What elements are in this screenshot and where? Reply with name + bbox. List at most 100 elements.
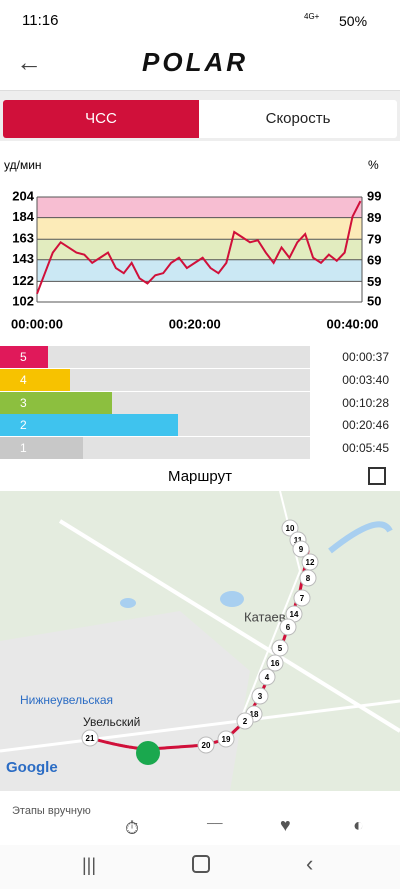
route-marker xyxy=(251,687,269,705)
y-tick-label: 143 xyxy=(12,251,34,266)
zone-row: 4 00:03:40 xyxy=(0,368,400,391)
tab[interactable]: ЧСС xyxy=(3,100,199,138)
home-button[interactable] xyxy=(192,855,210,873)
x-tick-label: 00:40:00 xyxy=(327,316,379,331)
place-label: Google xyxy=(6,759,58,776)
hr-line xyxy=(36,200,362,295)
route-title: Маршрут xyxy=(168,468,232,485)
expand-button[interactable] xyxy=(368,467,386,485)
zone-band xyxy=(37,197,362,218)
distance-icon[interactable]: ── xyxy=(207,818,223,830)
zone-band xyxy=(37,239,362,260)
x-tick-label: 00:20:00 xyxy=(169,316,221,331)
logo: POLAR xyxy=(142,47,248,77)
marker-label: 5 xyxy=(278,644,283,653)
zone-band xyxy=(37,217,362,240)
marker-label: 11 xyxy=(294,536,303,545)
marker-label: 16 xyxy=(271,659,280,668)
y-tick-label: 122 xyxy=(12,273,34,288)
chart: уд/мин % 102 122 143 163 184 204 50 59 69 79 89 99 0… xyxy=(4,158,381,331)
y2-tick-label: 79 xyxy=(367,231,381,246)
zone-label: 2 xyxy=(20,418,27,433)
zone-time: 00:03:40 xyxy=(342,372,389,387)
route-marker xyxy=(271,639,289,657)
marker-label: 12 xyxy=(306,558,315,567)
zone-row: 5 00:00:37 xyxy=(0,346,400,368)
marker-label: 6 xyxy=(286,623,291,632)
place-label: Увельский xyxy=(83,715,140,729)
zone-label: 1 xyxy=(20,441,27,456)
tab-strip: ЧСС Скорость xyxy=(0,91,400,141)
zone-bar xyxy=(0,391,112,414)
y2-tick-label: 50 xyxy=(367,293,381,308)
route-header: Маршрут xyxy=(0,461,400,492)
zone-time: 00:00:37 xyxy=(342,350,389,364)
zone-time: 00:20:46 xyxy=(342,418,389,433)
zones: 5 00:00:37 4 00:03:40 3 00:10:28 2 00:20:46 1 00:… xyxy=(0,346,400,460)
marker-label: 2 xyxy=(243,717,248,726)
y-tick-label: 184 xyxy=(12,209,34,224)
y2-tick-label: 69 xyxy=(367,253,381,268)
zone-label: 3 xyxy=(20,395,27,410)
zone-band xyxy=(37,281,362,302)
marker-label: 21 xyxy=(86,734,95,743)
route-marker xyxy=(258,668,276,686)
marker-label: 4 xyxy=(265,673,270,682)
y2-tick-label: 99 xyxy=(367,188,381,203)
zone-track xyxy=(0,368,310,391)
zone-bar xyxy=(0,437,83,460)
place-label: Нижнеувельская xyxy=(20,693,113,707)
route-marker xyxy=(266,654,284,672)
place-label: Катаев xyxy=(244,609,286,624)
bottom-bar: Этапы вручную ⏱ ── ♥ ◐ xyxy=(0,791,400,845)
route-marker xyxy=(279,618,297,636)
zone-track xyxy=(0,346,310,368)
zone-time: 00:05:45 xyxy=(342,441,389,456)
y-tick-label: 163 xyxy=(12,231,34,246)
route-marker xyxy=(217,730,235,748)
header: ← POLAR xyxy=(0,35,400,91)
marker-label: 7 xyxy=(300,594,305,603)
tab[interactable]: Скорость xyxy=(199,100,397,138)
zone-band xyxy=(37,259,362,282)
back-nav[interactable]: ‹ xyxy=(306,851,314,876)
map: Катаев Нижнеувельская Увельский Google 10 119… xyxy=(0,491,400,791)
zone-row: 3 00:10:28 xyxy=(0,391,400,414)
status-bar: 11:16 4G+ 50% xyxy=(0,0,400,35)
marker-label: 3 xyxy=(258,692,263,701)
marker-label: 10 xyxy=(286,524,295,533)
route-marker xyxy=(293,589,311,607)
marker-label: 9 xyxy=(299,545,304,554)
route-marker xyxy=(299,569,317,587)
battery: 50% xyxy=(339,13,368,29)
zone-label: 5 xyxy=(20,350,27,364)
route-marker xyxy=(197,736,215,754)
zone-bar xyxy=(0,346,48,368)
zone-row: 2 00:20:46 xyxy=(0,414,400,437)
stopwatch-icon[interactable]: ⏱ xyxy=(125,818,140,838)
marker-label: 20 xyxy=(202,741,211,750)
zone-bar xyxy=(0,414,178,437)
back-button[interactable]: ← xyxy=(16,47,42,77)
route-marker xyxy=(81,729,99,747)
route-marker xyxy=(236,712,254,730)
y-axis-label: уд/мин xyxy=(4,158,42,172)
heart-icon[interactable]: ♥ xyxy=(280,815,291,835)
marker-label: 8 xyxy=(306,574,311,583)
recent-button[interactable]: ||| xyxy=(82,855,97,875)
zone-label: 4 xyxy=(20,372,27,387)
marker-label: 19 xyxy=(222,735,231,744)
speed-icon[interactable]: ◐ xyxy=(353,815,364,835)
route-marker xyxy=(292,540,310,558)
y2-axis-label: % xyxy=(368,158,379,172)
route-marker xyxy=(281,519,299,537)
manual-laps[interactable]: Этапы вручную xyxy=(12,805,91,817)
y-tick-label: 102 xyxy=(12,293,34,308)
zone-time: 00:10:28 xyxy=(342,395,389,410)
zone-bar xyxy=(0,368,70,391)
y2-tick-label: 59 xyxy=(367,274,381,289)
time: 11:16 xyxy=(22,12,59,29)
zone-row: 1 00:05:45 xyxy=(0,437,400,460)
marker-label: 14 xyxy=(290,610,299,619)
